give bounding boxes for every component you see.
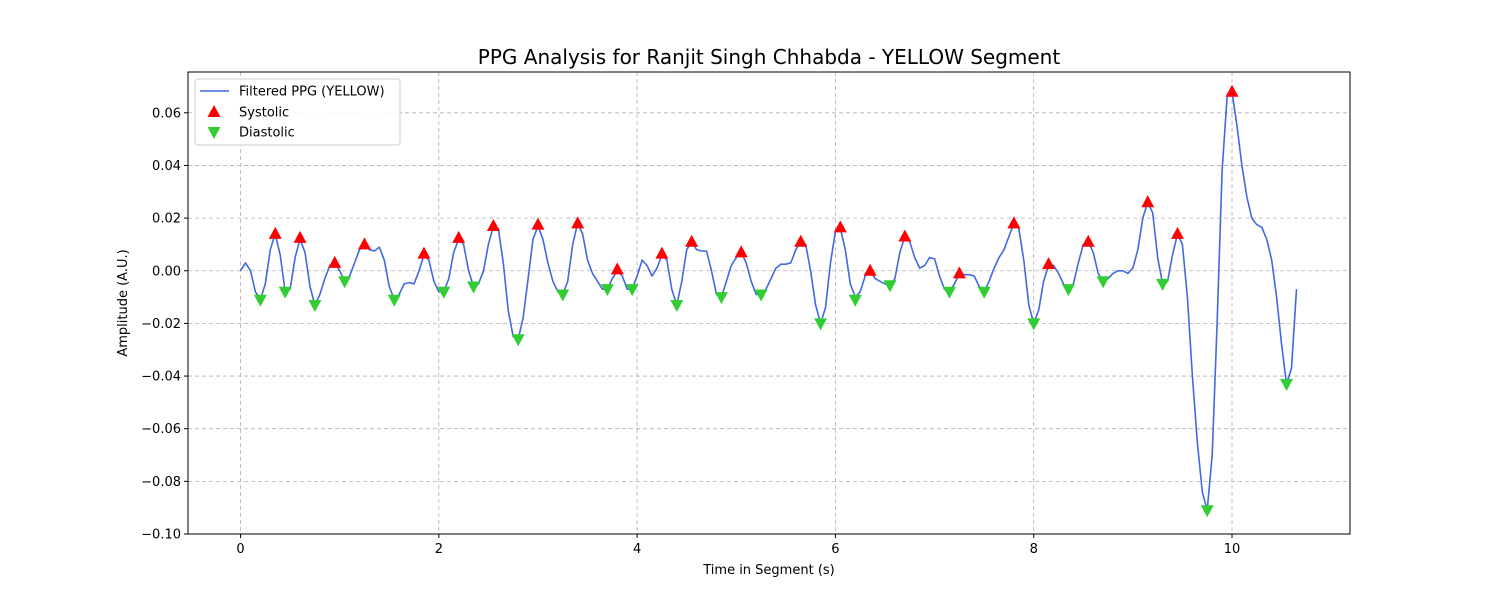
diastolic-marker bbox=[754, 289, 768, 302]
systolic-marker bbox=[655, 246, 669, 259]
plot-area bbox=[239, 84, 1298, 518]
y-tick-label: −0.10 bbox=[141, 528, 181, 543]
y-tick-label: −0.08 bbox=[141, 475, 181, 490]
y-tick-label: 0.04 bbox=[152, 159, 181, 174]
diastolic-marker bbox=[1027, 318, 1041, 331]
x-tick-label: 2 bbox=[435, 542, 443, 557]
y-tick-label: 0.06 bbox=[152, 106, 181, 121]
diastolic-marker bbox=[714, 292, 728, 305]
y-tick-label: −0.02 bbox=[141, 317, 181, 332]
systolic-marker bbox=[685, 234, 699, 247]
diastolic-marker bbox=[253, 294, 267, 307]
systolic-marker bbox=[610, 262, 624, 275]
grid bbox=[188, 72, 1350, 535]
systolic-marker bbox=[794, 234, 808, 247]
x-tick-label: 8 bbox=[1030, 542, 1038, 557]
x-tick-label: 6 bbox=[831, 542, 839, 557]
diastolic-marker bbox=[556, 289, 570, 302]
legend-box bbox=[194, 78, 401, 146]
y-tick-label: −0.06 bbox=[141, 422, 181, 437]
systolic-marker bbox=[898, 229, 912, 242]
diastolic-marker bbox=[467, 281, 481, 294]
chart-title: PPG Analysis for Ranjit Singh Chhabda - … bbox=[478, 45, 1061, 69]
systolic-marker bbox=[571, 216, 585, 229]
diastolic-marker bbox=[1280, 378, 1294, 391]
legend-label: Systolic bbox=[239, 106, 289, 121]
systolic-marker bbox=[417, 246, 431, 259]
systolic-marker bbox=[1081, 234, 1095, 247]
diastolic-marker bbox=[848, 294, 862, 307]
diastolic-marker bbox=[1200, 505, 1214, 518]
diastolic-marker bbox=[511, 334, 525, 347]
series-line-filtered-ppg bbox=[239, 90, 1298, 512]
systolic-marker bbox=[452, 230, 466, 243]
y-tick-label: −0.04 bbox=[141, 370, 181, 385]
diastolic-marker bbox=[278, 286, 292, 299]
diastolic-marker bbox=[600, 284, 614, 297]
systolic-marker bbox=[1170, 226, 1184, 239]
diastolic-marker bbox=[814, 318, 828, 331]
legend-swatch-systolic bbox=[207, 105, 221, 117]
systolic-marker bbox=[734, 245, 748, 258]
plot-frame bbox=[187, 71, 1351, 535]
systolic-marker bbox=[863, 263, 877, 276]
y-tick-label: 0.00 bbox=[152, 264, 181, 279]
systolic-marker bbox=[357, 237, 371, 250]
x-tick-label: 10 bbox=[1224, 542, 1241, 557]
systolic-marker bbox=[833, 220, 847, 233]
systolic-marker bbox=[293, 230, 307, 243]
legend-label: Diastolic bbox=[239, 126, 295, 141]
systolic-marker bbox=[1141, 195, 1155, 208]
legend-label: Filtered PPG (YELLOW) bbox=[239, 85, 385, 100]
diastolic-marker bbox=[1096, 276, 1110, 289]
x-axis-label: Time in Segment (s) bbox=[702, 563, 834, 578]
diastolic-marker bbox=[387, 294, 401, 307]
y-tick-label: 0.02 bbox=[152, 212, 181, 227]
systolic-marker bbox=[1042, 257, 1056, 270]
diastolic-marker bbox=[1061, 284, 1075, 297]
x-tick-label: 0 bbox=[236, 542, 244, 557]
diastolic-marker bbox=[625, 284, 639, 297]
diastolic-marker bbox=[977, 286, 991, 299]
diastolic-marker bbox=[437, 286, 451, 299]
systolic-marker bbox=[268, 226, 282, 239]
y-axis-label: Amplitude (A.U.) bbox=[116, 249, 131, 356]
x-axis: 0 2 4 6 8 10 bbox=[236, 534, 1240, 557]
diastolic-marker bbox=[670, 299, 684, 312]
systolic-marker bbox=[531, 217, 545, 230]
systolic-marker bbox=[328, 255, 342, 268]
diastolic-marker bbox=[942, 286, 956, 299]
diastolic-marker bbox=[338, 276, 352, 289]
legend-swatch-diastolic bbox=[207, 127, 221, 139]
y-axis: −0.10 −0.08 −0.06 −0.04 −0.02 0.00 0.02 0.04 0.0… bbox=[141, 106, 188, 543]
diastolic-marker bbox=[1156, 278, 1170, 291]
systolic-marker bbox=[1225, 84, 1239, 97]
systolic-marker bbox=[486, 219, 500, 231]
diastolic-marker bbox=[308, 299, 322, 312]
x-tick-label: 4 bbox=[633, 542, 641, 557]
diastolic-marker bbox=[883, 280, 897, 293]
legend: Filtered PPG (YELLOW) Systolic Diastolic bbox=[194, 78, 401, 146]
systolic-marker bbox=[1007, 216, 1021, 229]
systolic-marker bbox=[952, 266, 966, 279]
